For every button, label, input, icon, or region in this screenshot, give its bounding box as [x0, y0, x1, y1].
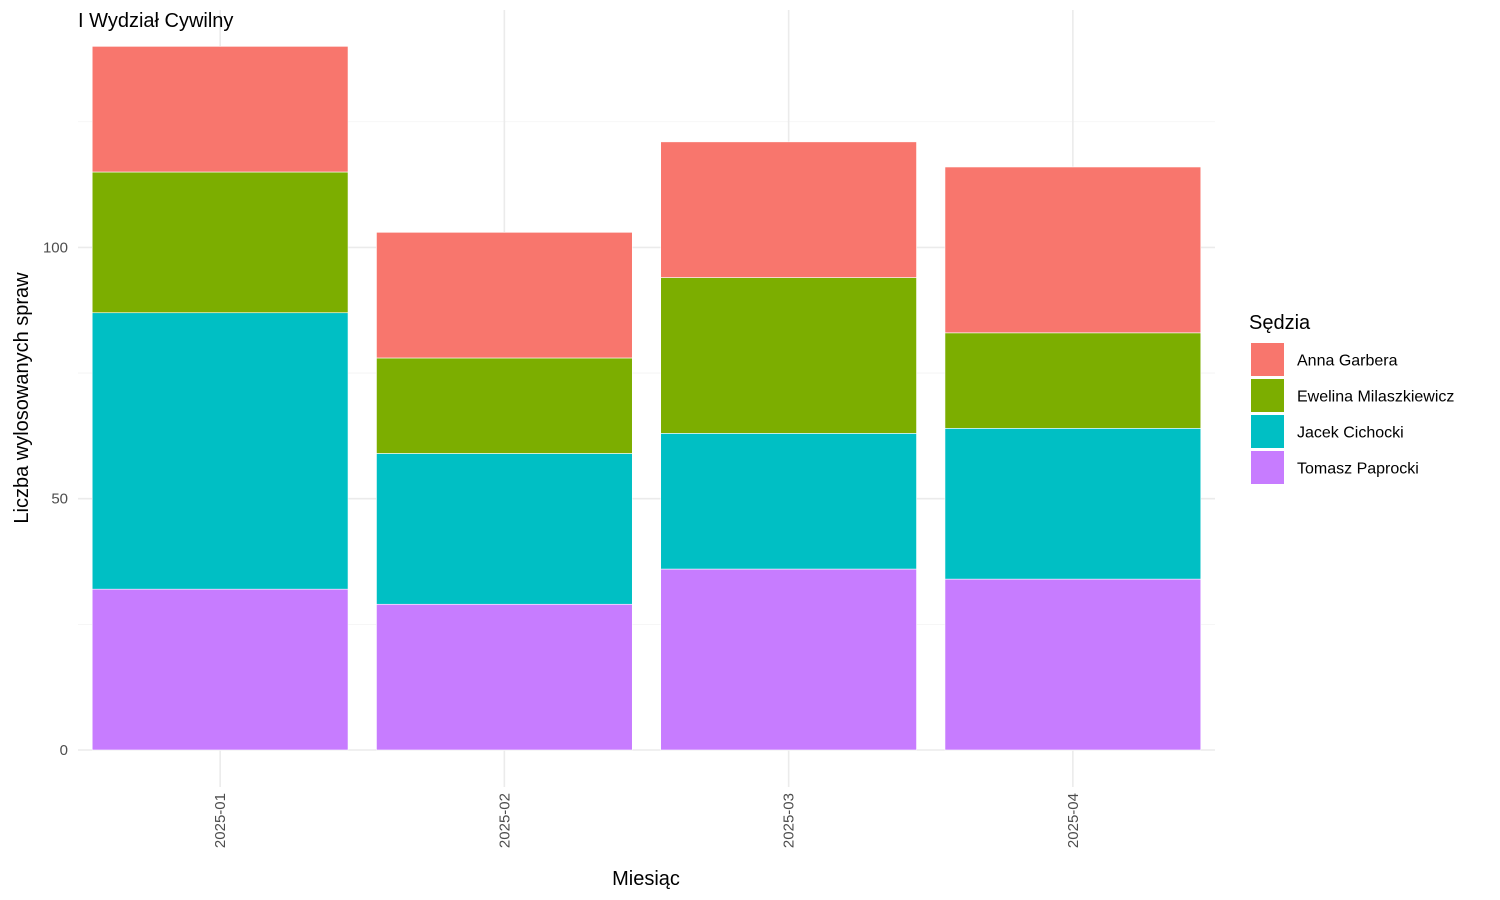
legend-label: Ewelina Milaszkiewicz	[1297, 389, 1454, 406]
legend-label: Jacek Cichocki	[1297, 425, 1404, 442]
x-tick-label: 2025-04	[1065, 793, 1082, 848]
bars	[91, 46, 1202, 751]
y-tick-label: 50	[51, 491, 68, 508]
bar-segment	[376, 357, 633, 454]
axes: 0 50 100 2025-01 2025-02 2025-03 2025-04	[43, 239, 1082, 848]
bar-segment	[660, 277, 917, 434]
x-axis-title: Miesiąc	[612, 868, 680, 890]
bar-segment	[944, 428, 1202, 580]
bar-segment	[660, 433, 917, 570]
legend-key	[1251, 415, 1284, 448]
bar-segment	[91, 171, 349, 314]
bar-segment	[376, 603, 633, 751]
bar-segment	[660, 568, 917, 751]
legend-title: Sędzia	[1249, 312, 1311, 334]
legend-key	[1251, 379, 1284, 412]
y-axis-title: Liczba wylosowanych spraw	[11, 272, 33, 524]
legend-key	[1251, 451, 1284, 484]
bar-segment	[376, 453, 633, 605]
x-tick-label: 2025-03	[781, 793, 798, 848]
legend: Sędzia Anna Garbera Ewelina Milaszkiewicz…	[1249, 312, 1454, 484]
y-tick-label: 0	[60, 742, 68, 759]
legend-key	[1251, 343, 1284, 376]
y-tick-label: 100	[43, 239, 68, 256]
legend-label: Tomasz Paprocki	[1297, 461, 1419, 478]
bar-segment	[660, 141, 917, 278]
bar-segment	[376, 232, 633, 359]
bar-segment	[944, 166, 1202, 334]
x-tick-label: 2025-02	[496, 793, 513, 848]
bar-segment	[944, 578, 1202, 751]
chart-title: I Wydział Cywilny	[78, 10, 233, 32]
bar-segment	[91, 588, 349, 751]
bar-segment	[91, 312, 349, 590]
bar-segment	[944, 332, 1202, 429]
x-tick-label: 2025-01	[212, 793, 229, 848]
bar-segment	[91, 46, 349, 173]
legend-label: Anna Garbera	[1297, 353, 1398, 370]
